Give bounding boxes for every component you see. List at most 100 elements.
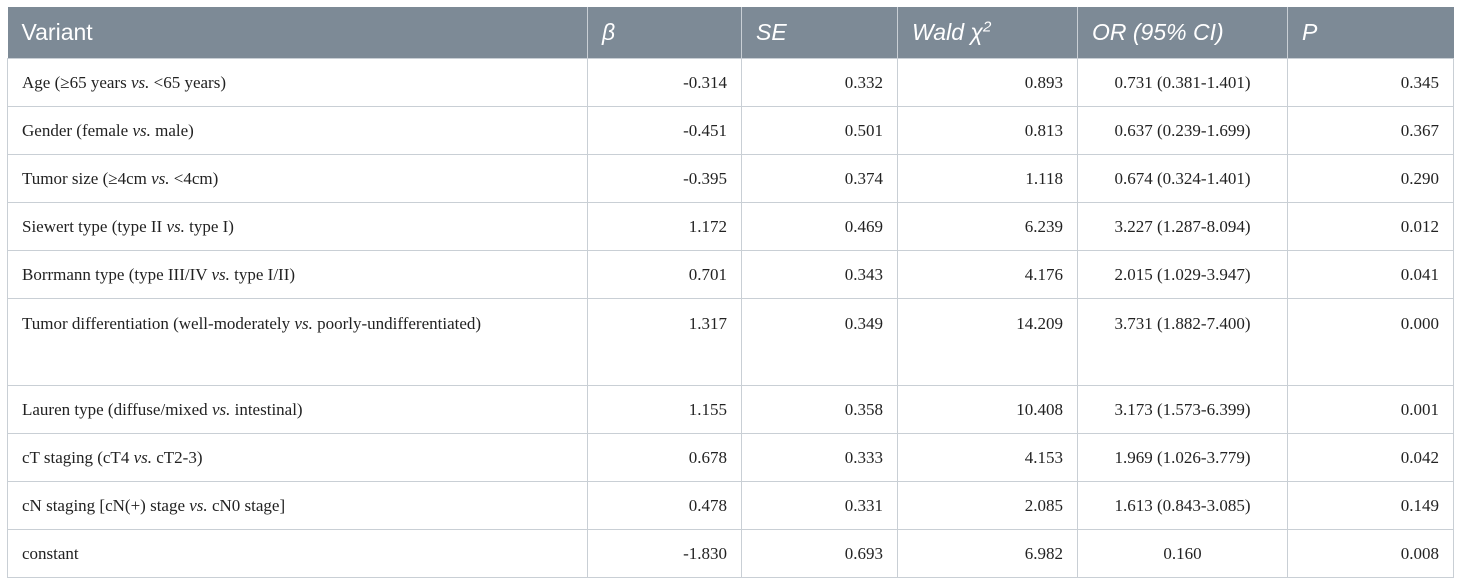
cell-variant: Gender (female vs. male)	[7, 106, 588, 155]
cell-wald: 4.153	[897, 433, 1078, 482]
cell-se: 0.349	[741, 298, 898, 386]
variant-pre: cT staging (cT4	[22, 448, 134, 467]
cell-wald: 0.813	[897, 106, 1078, 155]
header-or: OR (95% CI)	[1077, 7, 1288, 59]
cell-variant: Tumor size (≥4cm vs. <4cm)	[7, 154, 588, 203]
variant-post: intestinal)	[230, 400, 303, 419]
header-variant: Variant	[7, 7, 588, 59]
cell-beta: 1.172	[587, 202, 742, 251]
variant-post: cT2-3)	[152, 448, 203, 467]
cell-se: 0.333	[741, 433, 898, 482]
cell-se: 0.501	[741, 106, 898, 155]
cell-p: 0.345	[1287, 58, 1454, 107]
table-row: Borrmann type (type III/IV vs. type I/II…	[7, 250, 1454, 299]
variant-pre: Age (≥65 years	[22, 73, 131, 92]
cell-se: 0.358	[741, 385, 898, 434]
cell-wald: 4.176	[897, 250, 1078, 299]
header-wald-superscript: 2	[982, 18, 992, 36]
variant-vs: vs.	[133, 448, 152, 467]
header-se: SE	[741, 7, 898, 59]
cell-variant: Tumor differentiation (well-moderately v…	[7, 298, 588, 386]
cell-se: 0.469	[741, 202, 898, 251]
cell-variant: Age (≥65 years vs. <65 years)	[7, 58, 588, 107]
variant-post: male)	[150, 121, 194, 140]
table-body: Age (≥65 years vs. <65 years) -0.314 0.332…	[7, 58, 1454, 578]
cell-p: 0.041	[1287, 250, 1454, 299]
cell-p: 0.008	[1287, 529, 1454, 578]
cell-variant: cT staging (cT4 vs. cT2-3)	[7, 433, 588, 482]
cell-or: 0.731 (0.381-1.401)	[1077, 58, 1288, 107]
variant-pre: cN staging [cN(+) stage	[22, 496, 190, 515]
variant-pre: constant	[22, 544, 79, 563]
table-row: Siewert type (type II vs. type I) 1.172 0.…	[7, 202, 1454, 251]
cell-variant: Borrmann type (type III/IV vs. type I/II…	[7, 250, 588, 299]
table-row: cN staging [cN(+) stage vs. cN0 stage] 0.…	[7, 481, 1454, 530]
variant-post: poorly-undifferentiated)	[312, 314, 482, 333]
cell-se: 0.343	[741, 250, 898, 299]
cell-wald: 0.893	[897, 58, 1078, 107]
cell-variant: cN staging [cN(+) stage vs. cN0 stage]	[7, 481, 588, 530]
variant-vs: vs.	[294, 314, 313, 333]
variant-vs: vs.	[151, 169, 170, 188]
cell-or: 0.674 (0.324-1.401)	[1077, 154, 1288, 203]
cell-wald: 1.118	[897, 154, 1078, 203]
cell-se: 0.332	[741, 58, 898, 107]
variant-post: <4cm)	[169, 169, 219, 188]
cell-se: 0.374	[741, 154, 898, 203]
table-row: Gender (female vs. male) -0.451 0.501 0.813…	[7, 106, 1454, 155]
regression-table: Variant β SE Wald χ2 OR (95% CI) P Age (…	[7, 7, 1454, 578]
cell-or: 1.613 (0.843-3.085)	[1077, 481, 1288, 530]
cell-or: 3.731 (1.882-7.400)	[1077, 298, 1288, 386]
cell-beta: -0.395	[587, 154, 742, 203]
table-row: Tumor differentiation (well-moderately v…	[7, 298, 1454, 386]
table-header-row: Variant β SE Wald χ2 OR (95% CI) P	[7, 7, 1454, 59]
cell-or: 3.173 (1.573-6.399)	[1077, 385, 1288, 434]
cell-variant: Lauren type (diffuse/mixed vs. intestina…	[7, 385, 588, 434]
cell-or: 0.160	[1077, 529, 1288, 578]
cell-beta: 0.701	[587, 250, 742, 299]
table-row: cT staging (cT4 vs. cT2-3) 0.678 0.333 4.15…	[7, 433, 1454, 482]
variant-vs: vs.	[211, 400, 231, 419]
table-row: Age (≥65 years vs. <65 years) -0.314 0.332…	[7, 58, 1454, 107]
variant-pre: Tumor size (≥4cm	[22, 169, 152, 188]
variant-pre: Gender (female	[22, 121, 133, 140]
variant-pre: Tumor differentiation (well-moderately	[22, 314, 295, 333]
cell-se: 0.693	[741, 529, 898, 578]
cell-or: 1.969 (1.026-3.779)	[1077, 433, 1288, 482]
cell-or: 2.015 (1.029-3.947)	[1077, 250, 1288, 299]
cell-p: 0.290	[1287, 154, 1454, 203]
header-p: P	[1287, 7, 1454, 59]
cell-p: 0.367	[1287, 106, 1454, 155]
cell-p: 0.000	[1287, 298, 1454, 386]
cell-beta: -0.314	[587, 58, 742, 107]
variant-vs: vs.	[132, 121, 151, 140]
variant-post: <65 years)	[149, 73, 226, 92]
cell-beta: 1.317	[587, 298, 742, 386]
cell-beta: 0.478	[587, 481, 742, 530]
cell-beta: -1.830	[587, 529, 742, 578]
cell-p: 0.001	[1287, 385, 1454, 434]
cell-beta: 0.678	[587, 433, 742, 482]
table-row: Lauren type (diffuse/mixed vs. intestina…	[7, 385, 1454, 434]
variant-pre: Siewert type (type II	[22, 217, 167, 236]
variant-vs: vs.	[189, 496, 208, 515]
header-wald: Wald χ2	[897, 7, 1078, 59]
cell-wald: 6.982	[897, 529, 1078, 578]
cell-variant: constant	[7, 529, 588, 578]
cell-wald: 6.239	[897, 202, 1078, 251]
cell-p: 0.042	[1287, 433, 1454, 482]
table-row: constant -1.830 0.693 6.982 0.160 0.008	[7, 529, 1454, 578]
table-row: Tumor size (≥4cm vs. <4cm) -0.395 0.374 1.1…	[7, 154, 1454, 203]
cell-or: 0.637 (0.239-1.699)	[1077, 106, 1288, 155]
header-beta: β	[587, 7, 742, 59]
variant-post: cN0 stage]	[207, 496, 286, 515]
variant-post: type I)	[184, 217, 234, 236]
cell-se: 0.331	[741, 481, 898, 530]
variant-pre: Lauren type (diffuse/mixed	[22, 400, 212, 419]
regression-table-container: Variant β SE Wald χ2 OR (95% CI) P Age (…	[7, 7, 1454, 578]
cell-wald: 2.085	[897, 481, 1078, 530]
variant-post: type I/II)	[229, 265, 296, 284]
variant-vs: vs.	[130, 73, 150, 92]
variant-pre: Borrmann type (type III/IV	[22, 265, 212, 284]
cell-p: 0.012	[1287, 202, 1454, 251]
